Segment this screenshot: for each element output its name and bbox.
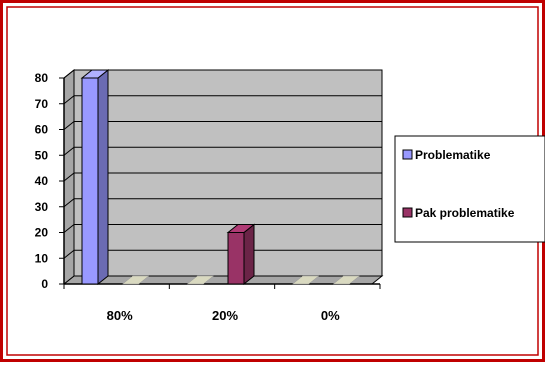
gridline-side bbox=[63, 198, 75, 208]
x-tick-label: 20% bbox=[212, 308, 238, 323]
legend-swatch-pak-problematike bbox=[402, 207, 413, 218]
bar-problematike bbox=[291, 275, 320, 285]
x-tick-label: 80% bbox=[107, 308, 133, 323]
bar-pak-problematike bbox=[332, 275, 361, 285]
bar-pak-problematike bbox=[121, 275, 150, 285]
legend-swatch-problematike bbox=[402, 149, 413, 160]
y-tick-label: 70 bbox=[35, 97, 49, 111]
gridline-side bbox=[63, 69, 75, 79]
gridline-side bbox=[63, 121, 75, 130]
gridline-side bbox=[63, 146, 75, 156]
bar-side-problematike bbox=[97, 68, 109, 286]
plot-floor bbox=[62, 275, 384, 285]
legend: Problematike Pak problematike bbox=[394, 135, 545, 243]
bars bbox=[80, 68, 361, 286]
bar-problematike bbox=[186, 275, 215, 285]
y-tick-label: 0 bbox=[41, 277, 48, 291]
y-tick-label: 50 bbox=[35, 148, 49, 162]
gridline-side bbox=[63, 249, 75, 259]
y-tick-label: 80 bbox=[35, 71, 49, 85]
y-tick-label: 10 bbox=[35, 251, 49, 265]
legend-label-problematike: Problematike bbox=[415, 148, 491, 162]
legend-box bbox=[394, 135, 545, 243]
y-tick-label: 30 bbox=[35, 200, 49, 214]
y-tick-label: 40 bbox=[35, 174, 49, 188]
y-tick-label: 60 bbox=[35, 123, 49, 137]
x-axis: 80% 20% 0% bbox=[63, 283, 381, 323]
bar-top-problematike bbox=[80, 69, 110, 79]
bar-top-pak-problematike bbox=[226, 224, 256, 233]
legend-label-pak-problematike: Pak problematike bbox=[415, 206, 515, 220]
bar-pak-problematike bbox=[227, 232, 245, 285]
bar-problematike bbox=[81, 77, 99, 285]
x-tick-label: 0% bbox=[321, 308, 340, 323]
bar-side-pak-problematike bbox=[243, 223, 255, 286]
gridline-side bbox=[63, 172, 75, 182]
gridline-side bbox=[63, 95, 75, 105]
y-axis: 0 10 20 30 40 50 60 70 80 bbox=[35, 71, 65, 291]
gridline-side bbox=[63, 224, 75, 233]
y-tick-label: 20 bbox=[35, 226, 49, 240]
